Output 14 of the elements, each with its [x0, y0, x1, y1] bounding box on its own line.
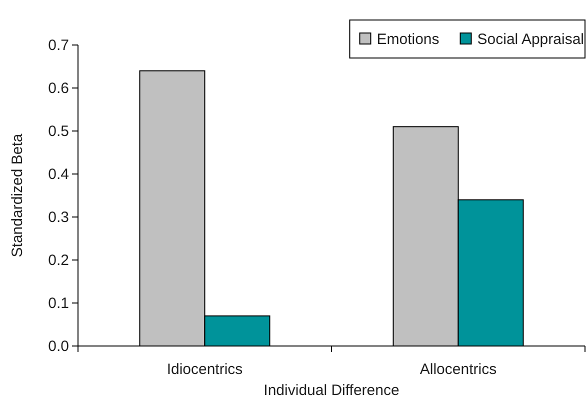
y-tick-label: 0.5 [48, 122, 69, 140]
y-tick-label: 0.7 [48, 36, 69, 54]
legend-label: Social Appraisal [477, 31, 584, 48]
y-tick-label: 0.3 [48, 208, 69, 226]
y-tick-label: 0.4 [48, 166, 69, 183]
legend-label: Emotions [376, 31, 440, 48]
y-tick-label: 0.6 [48, 80, 69, 97]
y-tick-label: 0.0 [48, 338, 69, 355]
y-tick-label: 0.1 [48, 294, 69, 312]
x-axis-title: Individual Difference [264, 382, 400, 399]
y-tick-label: 0.2 [48, 252, 69, 269]
x-tick-label: Allocentrics [420, 361, 497, 378]
x-tick-label: Idiocentrics [166, 361, 243, 378]
y-axis-title: Standardized Beta [9, 133, 26, 258]
